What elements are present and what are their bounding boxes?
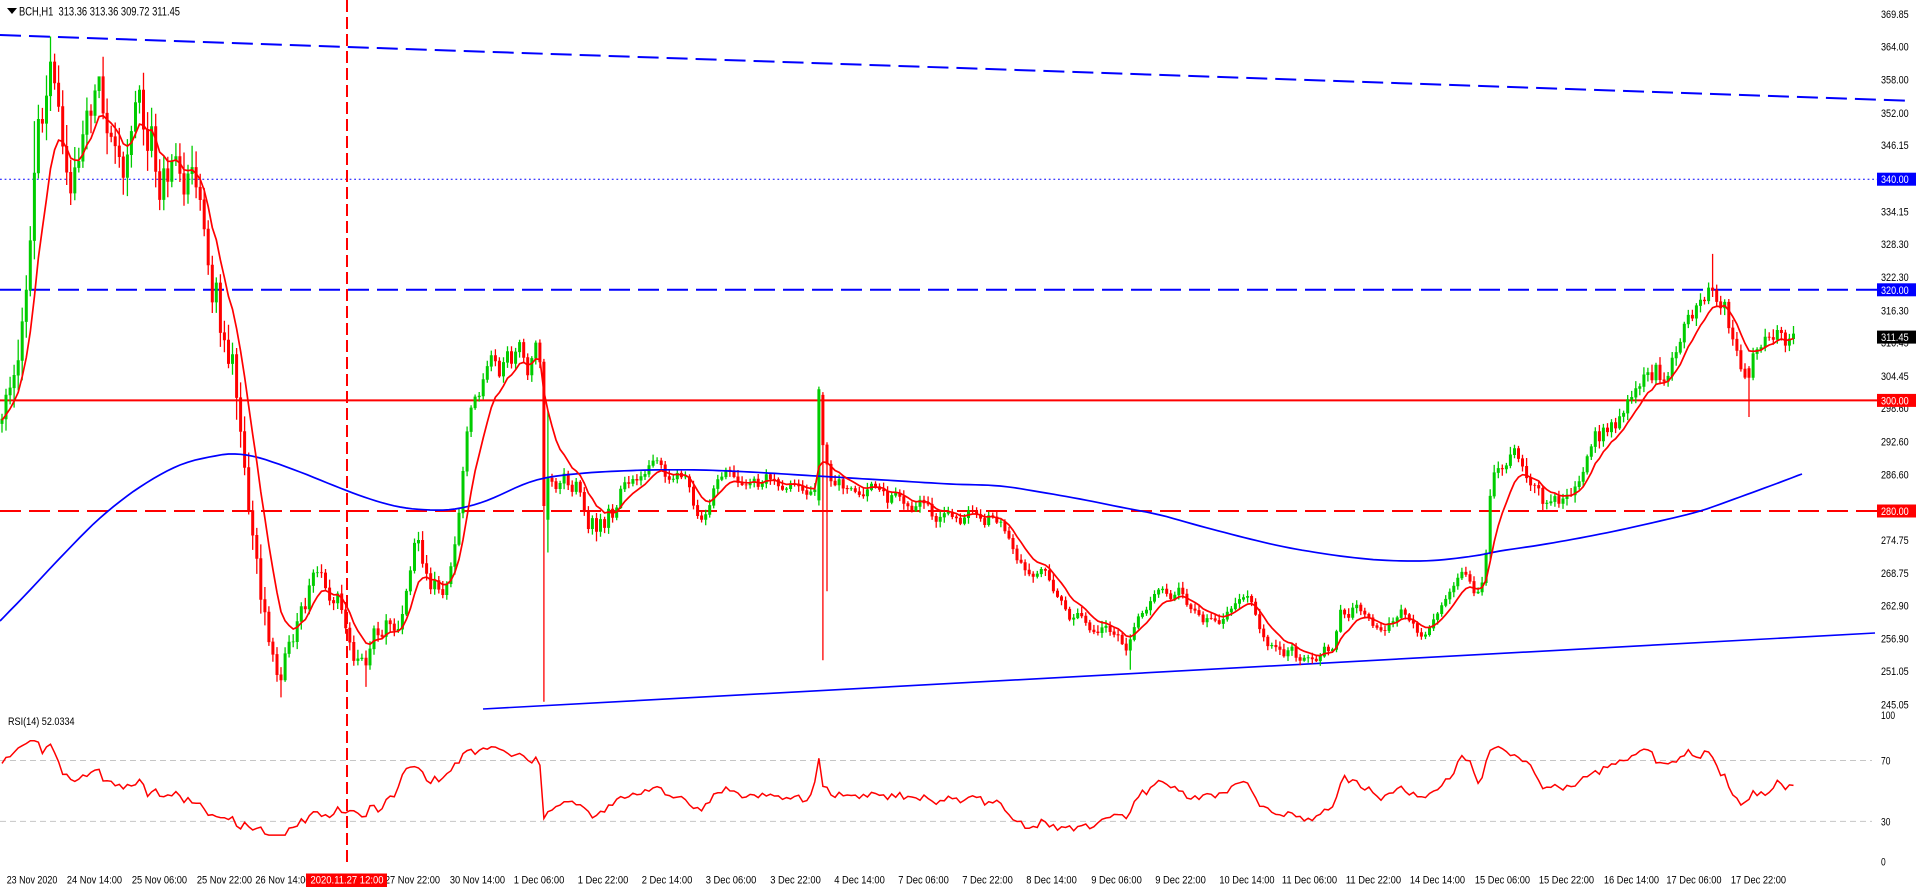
svg-text:346.15: 346.15 — [1881, 140, 1909, 152]
svg-text:268.75: 268.75 — [1881, 568, 1909, 580]
svg-text:15 Dec 22:00: 15 Dec 22:00 — [1539, 875, 1594, 887]
svg-text:304.45: 304.45 — [1881, 371, 1909, 383]
svg-text:17 Dec 22:00: 17 Dec 22:00 — [1731, 875, 1786, 887]
svg-text:1 Dec 06:00: 1 Dec 06:00 — [514, 875, 565, 887]
svg-text:320.00: 320.00 — [1881, 285, 1909, 297]
svg-text:311.45: 311.45 — [1881, 332, 1909, 344]
svg-text:340.00: 340.00 — [1881, 174, 1909, 186]
svg-text:9 Dec 22:00: 9 Dec 22:00 — [1155, 875, 1206, 887]
svg-text:25 Nov 22:00: 25 Nov 22:00 — [197, 875, 252, 887]
svg-text:245.05: 245.05 — [1881, 699, 1909, 711]
svg-text:292.60: 292.60 — [1881, 436, 1909, 448]
svg-text:11 Dec 06:00: 11 Dec 06:00 — [1282, 875, 1337, 887]
svg-text:0: 0 — [1881, 856, 1886, 868]
svg-text:1 Dec 22:00: 1 Dec 22:00 — [578, 875, 629, 887]
svg-text:70: 70 — [1881, 756, 1890, 768]
svg-text:7 Dec 22:00: 7 Dec 22:00 — [962, 875, 1013, 887]
svg-text:10 Dec 14:00: 10 Dec 14:00 — [1219, 875, 1274, 887]
svg-text:3 Dec 06:00: 3 Dec 06:00 — [706, 875, 757, 887]
svg-text:8 Dec 14:00: 8 Dec 14:00 — [1026, 875, 1077, 887]
svg-text:262.90: 262.90 — [1881, 601, 1909, 613]
svg-text:16 Dec 14:00: 16 Dec 14:00 — [1604, 875, 1659, 887]
svg-text:9 Dec 06:00: 9 Dec 06:00 — [1091, 875, 1142, 887]
svg-text:7 Dec 06:00: 7 Dec 06:00 — [898, 875, 949, 887]
svg-text:300.00: 300.00 — [1881, 395, 1909, 407]
svg-text:17 Dec 06:00: 17 Dec 06:00 — [1666, 875, 1721, 887]
svg-text:274.75: 274.75 — [1881, 535, 1909, 547]
svg-text:4 Dec 14:00: 4 Dec 14:00 — [834, 875, 885, 887]
svg-text:358.00: 358.00 — [1881, 75, 1909, 87]
svg-text:256.90: 256.90 — [1881, 634, 1909, 646]
svg-text:RSI(14) 52.0334: RSI(14) 52.0334 — [8, 716, 75, 728]
svg-text:11 Dec 22:00: 11 Dec 22:00 — [1346, 875, 1401, 887]
svg-text:316.30: 316.30 — [1881, 305, 1909, 317]
svg-text:15 Dec 06:00: 15 Dec 06:00 — [1475, 875, 1530, 887]
svg-text:25 Nov 06:00: 25 Nov 06:00 — [132, 875, 187, 887]
svg-text:352.00: 352.00 — [1881, 108, 1909, 120]
svg-text:14 Dec 14:00: 14 Dec 14:00 — [1410, 875, 1465, 887]
svg-text:251.05: 251.05 — [1881, 666, 1909, 678]
svg-text:364.00: 364.00 — [1881, 42, 1909, 54]
svg-text:23 Nov 2020: 23 Nov 2020 — [7, 875, 58, 887]
svg-text:334.15: 334.15 — [1881, 207, 1909, 219]
svg-text:BCH,H1 313.36 313.36 309.72 3: BCH,H1 313.36 313.36 309.72 311.45 — [19, 5, 180, 19]
svg-text:328.30: 328.30 — [1881, 239, 1909, 251]
svg-text:2020.11.27 12:00: 2020.11.27 12:00 — [311, 875, 384, 887]
svg-text:322.30: 322.30 — [1881, 272, 1909, 284]
svg-text:369.85: 369.85 — [1881, 9, 1909, 21]
svg-text:24 Nov 14:00: 24 Nov 14:00 — [67, 875, 122, 887]
svg-text:286.60: 286.60 — [1881, 470, 1909, 482]
svg-text:100: 100 — [1881, 710, 1895, 722]
svg-text:26 Nov 14:00: 26 Nov 14:00 — [255, 875, 310, 887]
svg-text:3 Dec 22:00: 3 Dec 22:00 — [770, 875, 821, 887]
svg-text:30 Nov 14:00: 30 Nov 14:00 — [450, 875, 505, 887]
svg-text:280.00: 280.00 — [1881, 506, 1909, 518]
svg-text:2 Dec 14:00: 2 Dec 14:00 — [642, 875, 693, 887]
svg-text:27 Nov 22:00: 27 Nov 22:00 — [385, 875, 440, 887]
svg-text:30: 30 — [1881, 816, 1890, 828]
